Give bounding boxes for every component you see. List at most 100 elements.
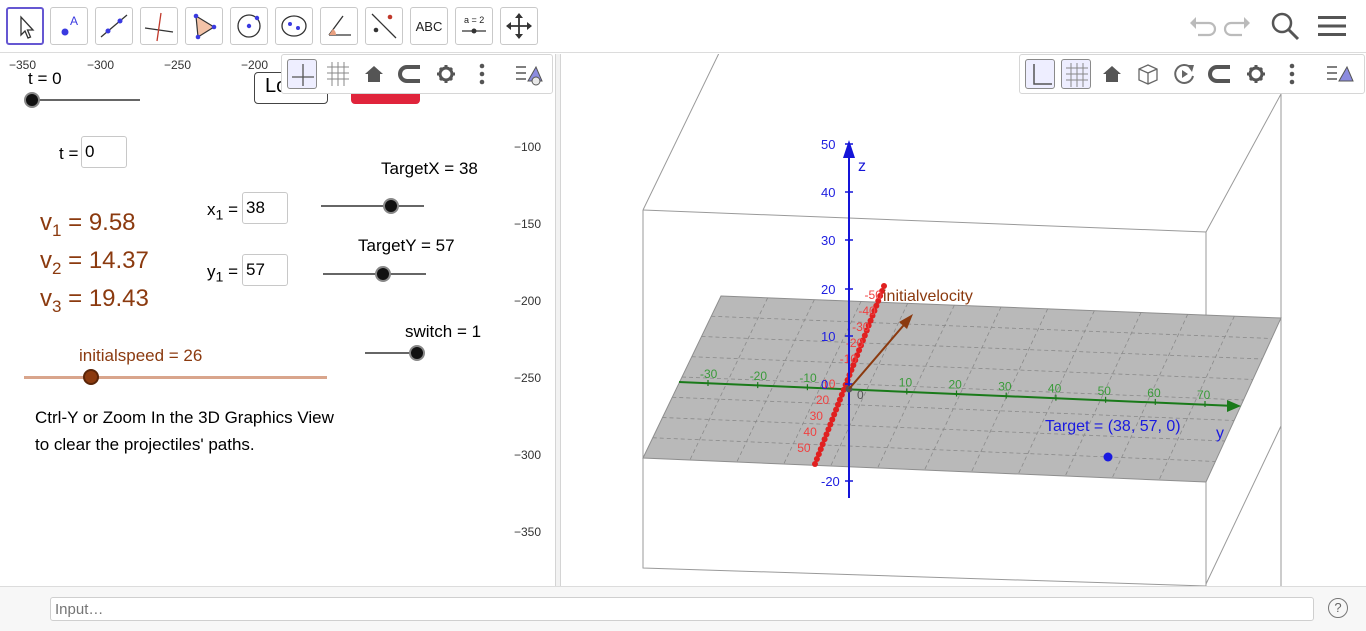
projectile-point — [838, 391, 845, 398]
slider-a2-text: a = 2 — [464, 15, 484, 25]
projectile-point — [836, 396, 843, 403]
input-t-label: t = — [59, 144, 79, 163]
v2-sub: 2 — [52, 258, 62, 278]
grid-line — [877, 304, 955, 469]
initialvelocity-vector[interactable] — [848, 318, 910, 390]
x1-eq: = — [223, 200, 239, 219]
circle-tool-button[interactable] — [230, 7, 268, 45]
perpendicular-line-tool-button[interactable] — [140, 7, 178, 45]
projectile-point — [871, 307, 878, 314]
text-tool-button[interactable]: ABC — [410, 7, 448, 45]
rotate-view-button[interactable] — [1169, 59, 1199, 89]
slider-targety-knob[interactable] — [374, 266, 391, 282]
view-divider[interactable] — [555, 54, 561, 586]
slider-initialspeed-knob[interactable] — [82, 369, 99, 385]
magnet-icon — [1208, 65, 1230, 83]
x-tick-label: 30 — [998, 380, 1012, 394]
red-tick-label: -50 — [865, 288, 883, 302]
projectile-point — [863, 327, 870, 334]
move-graphics-tool-button[interactable] — [500, 7, 538, 45]
x-tick-label: 40 — [1048, 382, 1062, 396]
y-axis-label: y — [1216, 425, 1224, 442]
target-point[interactable] — [1103, 452, 1113, 462]
grid-line — [691, 356, 1253, 380]
home-button[interactable] — [359, 59, 389, 89]
input-y1-field[interactable]: 57 — [242, 254, 288, 286]
more-options-3d-button[interactable] — [1277, 59, 1307, 89]
input-t-field[interactable]: 0 — [81, 136, 127, 168]
slider-t-knob[interactable] — [24, 92, 40, 108]
projectile-point — [856, 347, 863, 354]
search-icon — [1271, 12, 1300, 41]
home-3d-button[interactable] — [1097, 59, 1127, 89]
projectile-point — [817, 446, 824, 453]
input-y1-label: y1 = — [207, 262, 238, 285]
polygon-tool-button[interactable] — [185, 7, 223, 45]
toggle-axes-3d-button[interactable] — [1025, 59, 1055, 89]
ellipse-tool-button[interactable] — [275, 7, 313, 45]
projectile-point — [825, 426, 832, 433]
toggle-grid-3d-button[interactable] — [1061, 59, 1091, 89]
slider-targetx-track[interactable] — [321, 205, 424, 207]
slider-targety-track[interactable] — [323, 273, 426, 275]
y1-eq: = — [223, 262, 239, 281]
redo-button[interactable] — [1222, 10, 1254, 42]
perpendicular-line-icon — [144, 12, 174, 42]
projectile-path-points — [812, 283, 887, 467]
home-icon — [365, 66, 383, 82]
slider-a2-icon: a = 2 — [462, 15, 486, 34]
gear-icon — [1247, 65, 1265, 83]
projectile-point — [827, 421, 834, 428]
slider-tool-button[interactable]: a = 2 — [455, 7, 493, 45]
y1-sub: 1 — [215, 269, 224, 286]
home-icon — [1103, 66, 1121, 82]
settings-button[interactable] — [431, 59, 461, 89]
angle-tool-button[interactable] — [320, 7, 358, 45]
toggle-stylebar-button[interactable] — [514, 59, 544, 89]
slider-switch-knob[interactable] — [409, 345, 425, 361]
toggle-grid-button[interactable] — [323, 59, 353, 89]
point-tool-button[interactable]: A — [50, 7, 88, 45]
slider-targetx-knob[interactable] — [383, 198, 400, 214]
more-options-button[interactable] — [467, 59, 497, 89]
help-icon[interactable]: ? — [1328, 598, 1348, 618]
main-menu-button[interactable] — [1316, 10, 1348, 42]
projectile-point — [835, 401, 841, 408]
toggle-stylebar-3d-button[interactable] — [1325, 59, 1355, 89]
z-tick-label: -20 — [821, 474, 840, 489]
clipping-box-button[interactable] — [1133, 59, 1163, 89]
red-tick-label: 30 — [810, 409, 824, 423]
point-capturing-button[interactable] — [395, 59, 425, 89]
toggle-axes-button[interactable] — [287, 59, 317, 89]
projectile-point — [840, 386, 847, 393]
slider-initialspeed-track[interactable] — [24, 376, 327, 379]
scene-3d[interactable]: -30 -20 -10 10 20 30 40 50 60 70 -50 -40 -30 -20 -10 1… — [561, 54, 1366, 586]
graphics-view-2d[interactable]: −350 −300 −250 −200 −100 −150 −200 −250 … — [0, 54, 555, 586]
line-tool-button[interactable] — [95, 7, 133, 45]
more-vert-icon — [479, 63, 485, 85]
slider-t-track[interactable] — [32, 99, 140, 101]
move-cross-arrows-icon — [506, 13, 532, 39]
red-tick-label: -30 — [852, 320, 870, 334]
grid-line — [1158, 315, 1235, 481]
z-axis-arrowhead — [843, 140, 855, 158]
ellipse-icon — [281, 15, 307, 37]
search-button[interactable] — [1269, 10, 1301, 42]
point-capturing-3d-button[interactable] — [1205, 59, 1235, 89]
x-tick-label: -20 — [750, 369, 768, 383]
input-x1-field[interactable]: 38 — [242, 192, 288, 224]
reflect-tool-button[interactable] — [365, 7, 403, 45]
move-tool-button[interactable] — [6, 7, 44, 45]
slider-switch-track[interactable] — [365, 352, 417, 354]
x-tick-label: 20 — [949, 378, 963, 392]
input-x1-label: x1 = — [207, 200, 238, 223]
v1-var: v — [40, 209, 52, 236]
algebra-input[interactable] — [50, 597, 1314, 621]
graphics-view-3d[interactable]: -30 -20 -10 10 20 30 40 50 60 70 -50 -40 -30 -20 -10 1… — [561, 54, 1366, 586]
settings-3d-button[interactable] — [1241, 59, 1271, 89]
undo-button[interactable] — [1186, 10, 1218, 42]
grid-line — [672, 396, 1235, 421]
x-tick-label: 70 — [1197, 388, 1211, 402]
projectile-point — [859, 337, 866, 344]
